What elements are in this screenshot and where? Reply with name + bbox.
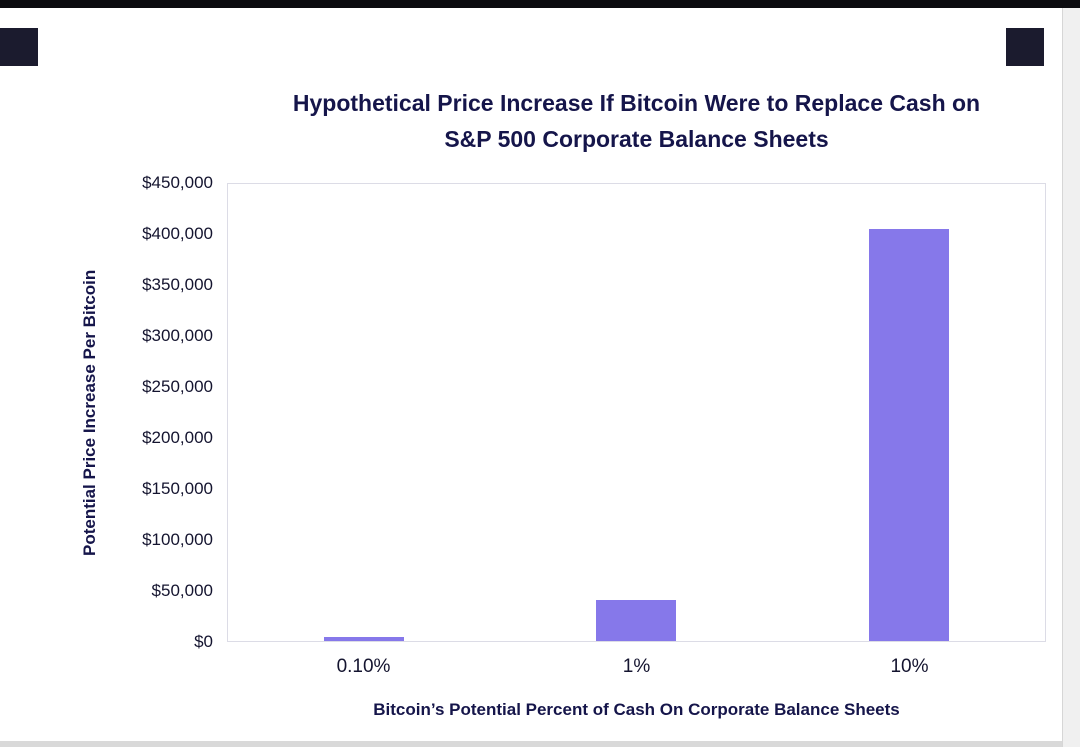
x-axis-label: Bitcoin’s Potential Percent of Cash On C…: [373, 700, 900, 720]
plot-area: [227, 183, 1046, 643]
y-tick-label: $400,000: [142, 224, 213, 244]
bar-slot: [500, 184, 772, 642]
window-corner-artifact-left: [0, 28, 38, 66]
y-tick-label: $350,000: [142, 275, 213, 295]
bar-chart: Hypothetical Price Increase If Bitcoin W…: [70, 86, 1046, 720]
y-tick-label: $0: [194, 632, 213, 652]
bar-1%: [596, 599, 677, 642]
chart-title: Hypothetical Price Increase If Bitcoin W…: [292, 90, 981, 152]
y-tick-label: $50,000: [151, 581, 213, 601]
y-tick-label: $100,000: [142, 530, 213, 550]
x-tick-label: 1%: [622, 656, 651, 678]
top-edge-artifact: [0, 0, 1080, 8]
y-axis-ticks: $450,000 $400,000 $350,000 $300,000 $250,000…: [110, 173, 227, 651]
x-axis-ticks: 0.10% 1% 10%: [227, 656, 1046, 678]
x-tick-label: 10%: [890, 656, 929, 678]
window-corner-artifact-right: [1006, 28, 1044, 66]
bar-slot: [773, 184, 1045, 642]
y-tick-label: $300,000: [142, 326, 213, 346]
y-tick-label: $250,000: [142, 377, 213, 397]
y-axis-label: Potential Price Increase Per Bitcoin: [80, 269, 99, 556]
scrollbar-track[interactable]: [1062, 8, 1080, 747]
y-tick-label: $200,000: [142, 428, 213, 448]
bar-10%: [868, 228, 949, 642]
bar-slot: [228, 184, 500, 642]
x-tick-label: 0.10%: [336, 656, 391, 678]
y-tick-label: $150,000: [142, 479, 213, 499]
bottom-edge-artifact: [0, 741, 1062, 747]
bar-0.10%: [324, 637, 405, 642]
y-tick-label: $450,000: [142, 173, 213, 193]
